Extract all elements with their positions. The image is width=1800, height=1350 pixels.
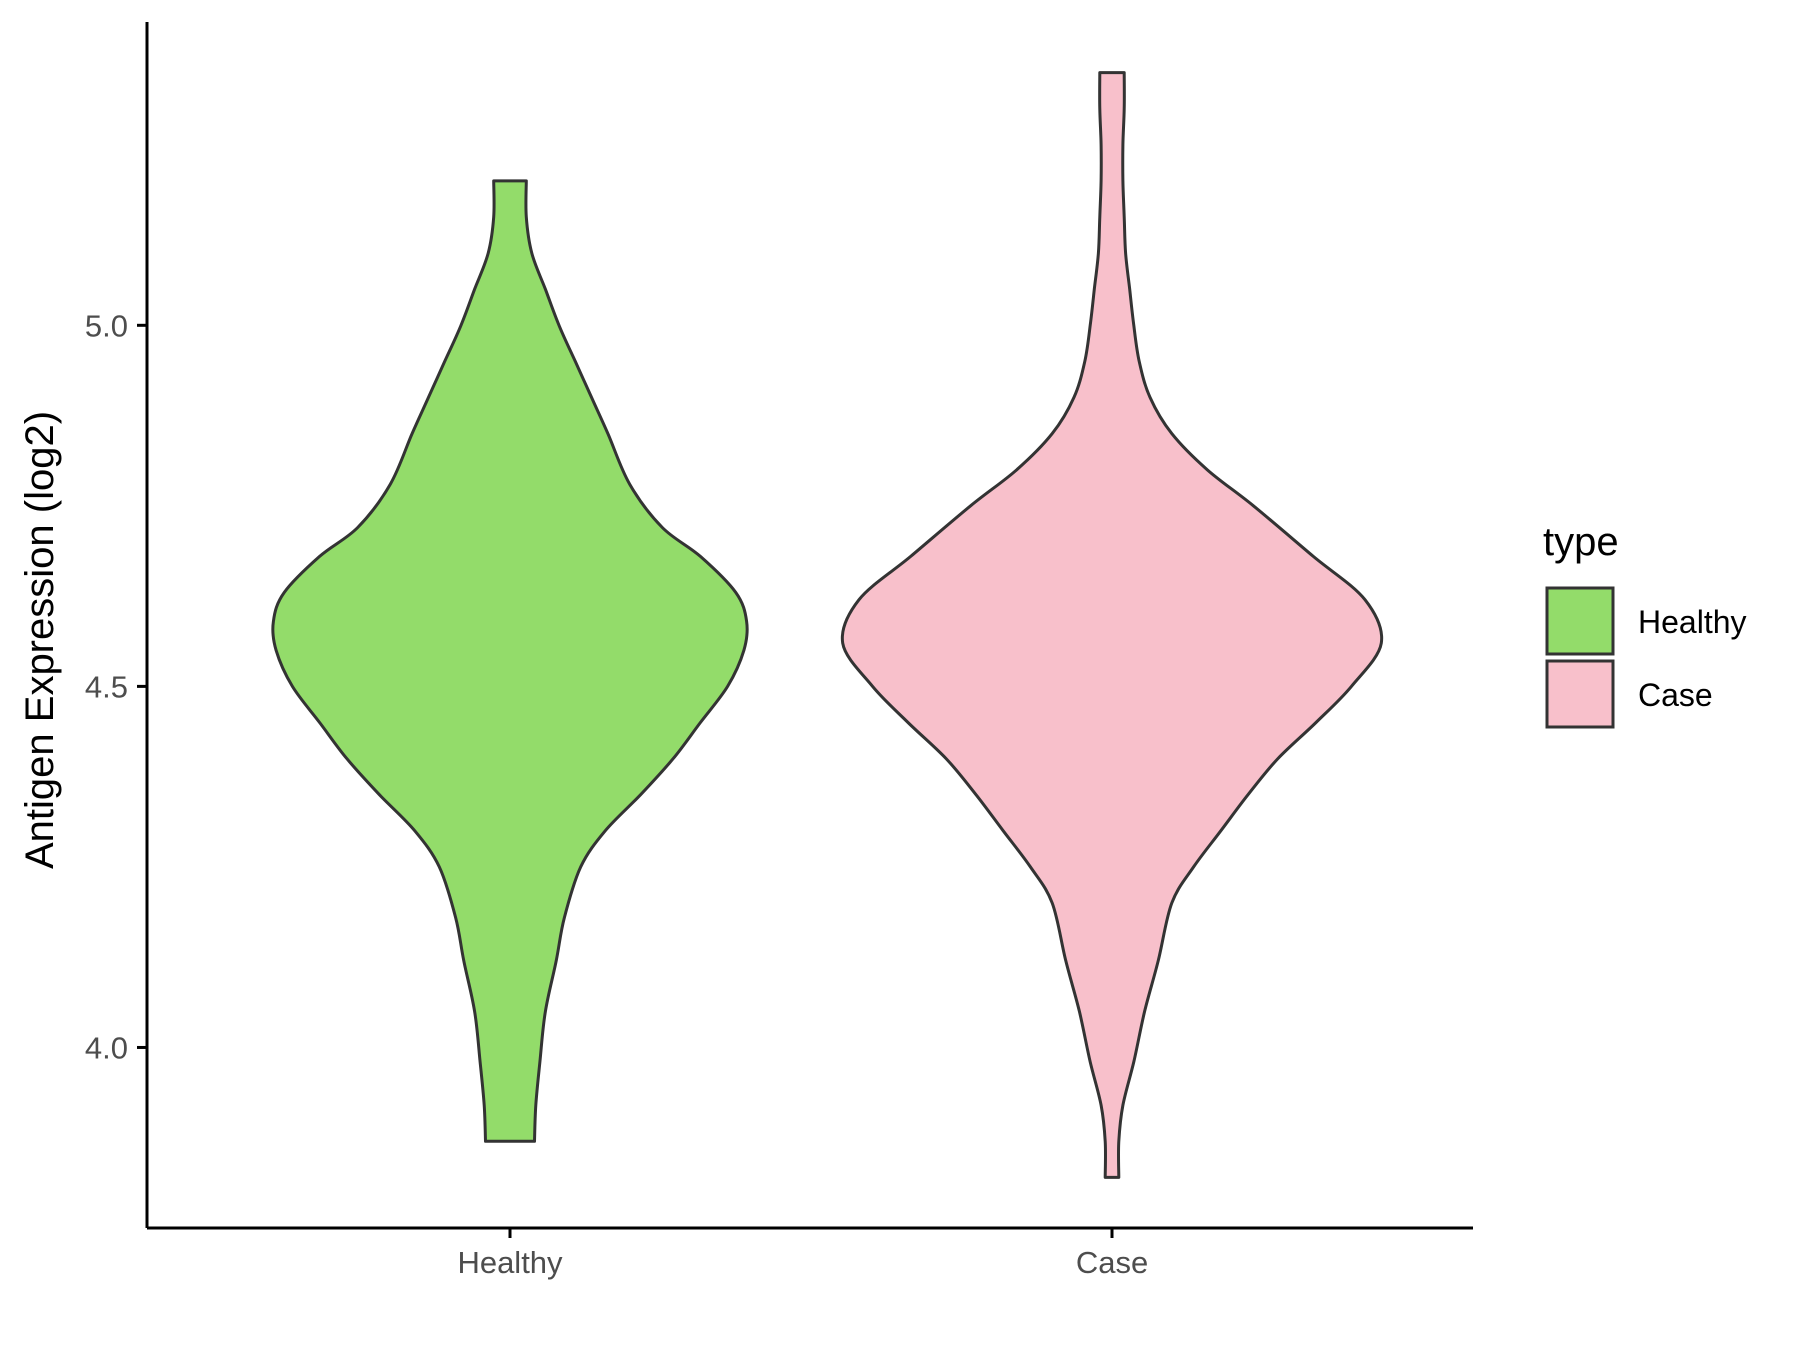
legend-label-healthy: Healthy [1638,604,1747,640]
violin-case [840,71,1384,1179]
y-tick-label: 4.5 [85,669,128,704]
legend-title: type [1543,520,1619,564]
y-ticks: 4.0 4.5 5.0 [85,308,147,1065]
x-tick-label-case: Case [1076,1245,1148,1280]
violin-healthy [271,179,749,1143]
y-tick-label: 4.0 [85,1030,128,1065]
legend-swatch-healthy [1545,586,1615,656]
x-tick-label-healthy: Healthy [457,1245,563,1280]
y-axis-title: Antigen Expression (log2) [18,411,62,869]
legend: type Healthy Case [1543,520,1747,729]
legend-label-case: Case [1638,677,1713,713]
x-ticks: Healthy Case [457,1228,1148,1280]
violin-layer [271,71,1384,1179]
y-tick-label: 5.0 [85,308,128,343]
legend-swatch-case [1545,659,1615,729]
